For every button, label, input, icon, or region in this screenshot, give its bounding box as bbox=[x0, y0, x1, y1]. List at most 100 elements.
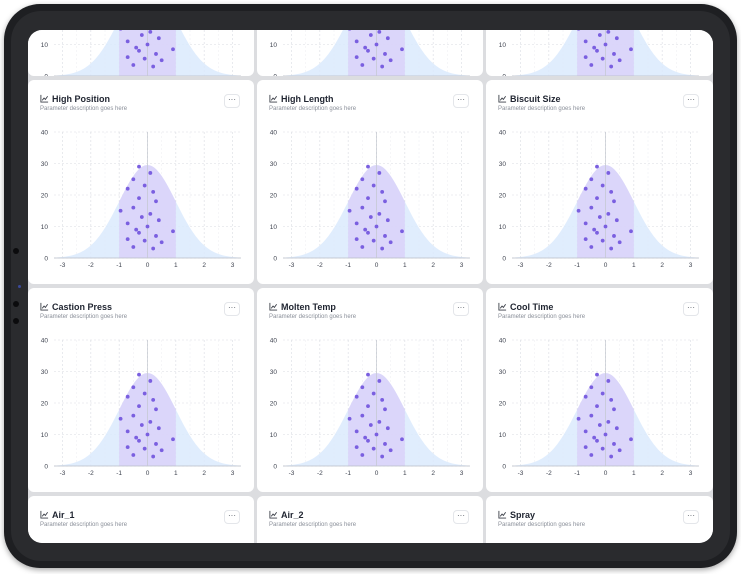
data-point bbox=[603, 224, 608, 229]
data-point bbox=[371, 391, 376, 396]
data-point bbox=[388, 58, 393, 63]
line-chart-icon bbox=[498, 302, 507, 311]
x-tick-label: -1 bbox=[345, 470, 351, 477]
data-point bbox=[595, 438, 599, 443]
x-tick-label: 0 bbox=[375, 262, 379, 269]
data-point bbox=[354, 429, 359, 434]
data-point bbox=[139, 423, 144, 427]
card-description: Parameter description goes here bbox=[498, 106, 586, 112]
data-point bbox=[118, 416, 123, 421]
data-point bbox=[145, 224, 150, 229]
data-point bbox=[592, 227, 597, 232]
data-point bbox=[363, 435, 368, 440]
x-tick-label: -2 bbox=[88, 470, 94, 477]
data-point bbox=[151, 397, 156, 402]
data-point bbox=[354, 445, 359, 449]
data-point bbox=[148, 420, 153, 424]
data-point bbox=[137, 230, 141, 235]
data-point bbox=[597, 33, 602, 37]
data-point bbox=[363, 45, 368, 50]
data-point bbox=[603, 42, 608, 47]
data-point bbox=[583, 394, 588, 399]
y-tick-label: 20 bbox=[499, 400, 507, 407]
data-point bbox=[139, 33, 144, 37]
y-tick-label: 10 bbox=[270, 224, 278, 231]
y-tick-label: 20 bbox=[499, 192, 507, 199]
card-menu-button[interactable]: ··· bbox=[224, 510, 240, 524]
x-tick-label: -2 bbox=[317, 470, 323, 477]
data-point bbox=[131, 453, 136, 457]
data-point bbox=[600, 238, 605, 243]
x-tick-label: 3 bbox=[689, 470, 693, 477]
card-menu-button[interactable]: ··· bbox=[453, 94, 469, 108]
card-menu-button[interactable]: ··· bbox=[453, 510, 469, 524]
y-tick-label: 40 bbox=[270, 337, 278, 344]
x-tick-label: -1 bbox=[116, 262, 122, 269]
card-menu-button[interactable]: ··· bbox=[683, 94, 699, 108]
y-tick-label: 0 bbox=[502, 463, 506, 470]
data-point bbox=[380, 64, 385, 69]
data-point bbox=[589, 205, 594, 210]
data-point bbox=[137, 438, 141, 443]
x-tick-label: -1 bbox=[574, 470, 580, 477]
data-point bbox=[388, 240, 393, 245]
data-point bbox=[595, 230, 599, 235]
x-tick-label: -3 bbox=[518, 470, 524, 477]
data-point bbox=[156, 426, 161, 431]
data-point bbox=[614, 426, 619, 431]
y-tick-label: 0 bbox=[44, 463, 48, 470]
y-tick-label: 0 bbox=[273, 73, 277, 76]
x-tick-label: -2 bbox=[88, 262, 94, 269]
y-tick-label: 40 bbox=[499, 337, 507, 344]
data-point bbox=[388, 448, 393, 453]
data-point bbox=[629, 437, 633, 442]
data-point bbox=[125, 429, 130, 434]
data-point bbox=[595, 196, 599, 201]
y-tick-label: 10 bbox=[499, 42, 507, 49]
data-point bbox=[159, 240, 164, 245]
card-menu-button[interactable]: ··· bbox=[683, 510, 699, 524]
x-tick-label: 0 bbox=[604, 262, 608, 269]
data-point bbox=[612, 442, 616, 446]
data-point bbox=[156, 36, 161, 41]
data-point bbox=[366, 404, 370, 409]
y-tick-label: 20 bbox=[270, 192, 278, 199]
data-point bbox=[629, 47, 633, 52]
card-menu-button[interactable]: ··· bbox=[224, 302, 240, 316]
x-tick-label: -1 bbox=[345, 262, 351, 269]
data-point bbox=[134, 227, 139, 232]
card-menu-button[interactable]: ··· bbox=[683, 302, 699, 316]
y-tick-label: 30 bbox=[499, 161, 507, 168]
parameter-card: Air_1 Parameter description goes here ··· bbox=[28, 496, 254, 543]
data-point bbox=[374, 432, 379, 437]
data-point bbox=[360, 385, 365, 390]
data-point bbox=[377, 171, 382, 175]
data-point bbox=[145, 42, 150, 47]
data-point bbox=[142, 391, 147, 396]
data-point bbox=[354, 221, 359, 226]
data-point bbox=[606, 212, 611, 216]
y-tick-label: 30 bbox=[41, 161, 49, 168]
data-point bbox=[385, 218, 390, 223]
side-button bbox=[13, 248, 19, 254]
data-point bbox=[589, 413, 594, 418]
y-tick-label: 10 bbox=[270, 432, 278, 439]
card-menu-button[interactable]: ··· bbox=[224, 94, 240, 108]
x-tick-label: 3 bbox=[689, 262, 693, 269]
data-point bbox=[134, 435, 139, 440]
data-point bbox=[589, 453, 594, 457]
data-point bbox=[617, 448, 622, 453]
data-point bbox=[614, 36, 619, 41]
data-point bbox=[606, 30, 611, 34]
card-menu-button[interactable]: ··· bbox=[453, 302, 469, 316]
parameter-card: Molten Temp Parameter description goes he… bbox=[257, 288, 483, 492]
line-chart-icon bbox=[40, 302, 49, 311]
data-point bbox=[583, 186, 588, 191]
data-point bbox=[589, 245, 594, 249]
data-point bbox=[137, 48, 141, 53]
